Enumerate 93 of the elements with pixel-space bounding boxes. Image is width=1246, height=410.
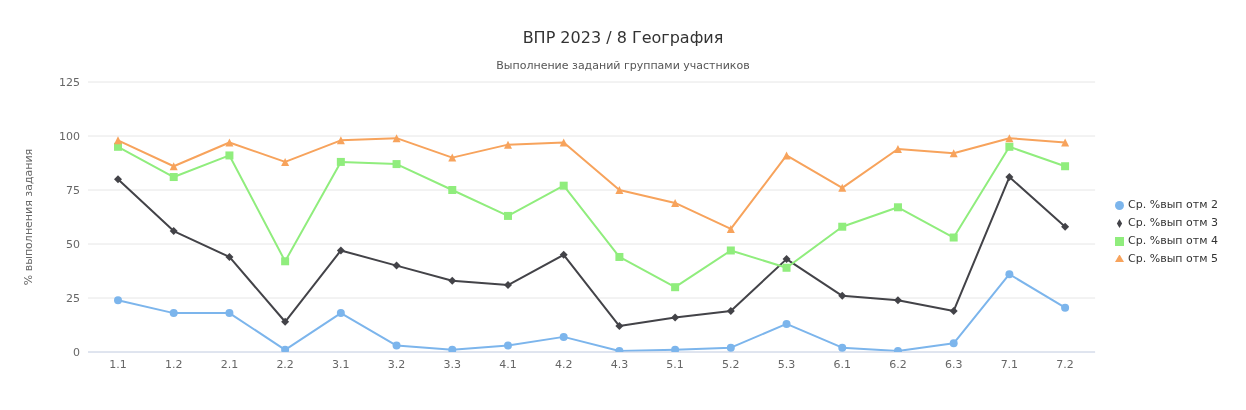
x-tick-label: 5.1 bbox=[666, 357, 684, 371]
point bbox=[448, 345, 457, 352]
point bbox=[838, 183, 847, 192]
y-tick-label: 125 bbox=[59, 75, 80, 89]
chart-title: ВПР 2023 / 8 География bbox=[521, 27, 725, 47]
x-tick-label: 4.1 bbox=[499, 357, 517, 371]
point bbox=[726, 343, 735, 352]
point bbox=[1061, 303, 1070, 312]
x-tick-label: 5.3 bbox=[777, 357, 796, 371]
x-tick-label: 6.2 bbox=[889, 357, 907, 371]
x-tick-label: 6.1 bbox=[833, 357, 851, 371]
x-tick-label: 5.2 bbox=[722, 357, 740, 371]
point bbox=[114, 175, 122, 184]
point bbox=[949, 306, 958, 315]
point bbox=[838, 291, 847, 300]
point bbox=[392, 160, 401, 169]
point bbox=[671, 283, 680, 292]
point bbox=[949, 339, 958, 348]
point bbox=[114, 296, 122, 305]
point bbox=[114, 136, 122, 145]
point bbox=[281, 157, 290, 166]
point bbox=[503, 140, 512, 149]
point bbox=[1005, 134, 1014, 143]
point bbox=[392, 134, 401, 143]
point bbox=[281, 257, 290, 266]
y-tick-label: 100 bbox=[59, 129, 80, 143]
point bbox=[169, 227, 178, 236]
point bbox=[782, 255, 791, 264]
x-tick-label: 7.2 bbox=[1056, 357, 1074, 371]
point bbox=[726, 246, 735, 255]
point bbox=[671, 345, 680, 352]
x-tick-label: 2.1 bbox=[220, 357, 239, 371]
y-tick-label: 0 bbox=[73, 345, 80, 359]
point bbox=[1061, 222, 1070, 231]
point bbox=[782, 263, 791, 272]
x-tick-label: 4.2 bbox=[554, 357, 573, 371]
point bbox=[671, 198, 680, 207]
point bbox=[559, 181, 568, 190]
point bbox=[838, 343, 847, 352]
point bbox=[559, 250, 568, 259]
point bbox=[281, 317, 290, 326]
point bbox=[336, 157, 345, 166]
point bbox=[392, 341, 401, 350]
point bbox=[893, 144, 902, 153]
point bbox=[726, 224, 735, 233]
point bbox=[336, 246, 345, 255]
y-tick-label: 50 bbox=[66, 237, 80, 251]
point bbox=[615, 252, 624, 261]
y-axis-title: % выполнения задания bbox=[21, 148, 35, 286]
legend-label: Ср. %вып отм 3 bbox=[1128, 216, 1218, 229]
point bbox=[615, 322, 624, 331]
point bbox=[838, 222, 847, 231]
x-tick-label: 4.3 bbox=[610, 357, 629, 371]
x-tick-label: 2.2 bbox=[276, 357, 294, 371]
x-tick-label: 1.2 bbox=[164, 357, 183, 371]
legend-label: Ср. %вып отм 5 bbox=[1128, 252, 1218, 265]
point bbox=[336, 309, 345, 318]
point bbox=[169, 309, 178, 318]
point bbox=[1005, 142, 1014, 151]
point bbox=[448, 276, 457, 285]
y-tick-label: 25 bbox=[66, 291, 80, 305]
point bbox=[726, 306, 735, 315]
point bbox=[503, 281, 512, 290]
point bbox=[893, 203, 902, 212]
point bbox=[949, 233, 958, 242]
point bbox=[1005, 270, 1014, 279]
chart-subtitle: Выполнение заданий группами участников bbox=[495, 59, 751, 72]
point bbox=[671, 313, 680, 322]
point bbox=[782, 319, 791, 328]
x-tick-label: 3.1 bbox=[332, 357, 350, 371]
point bbox=[559, 332, 568, 341]
legend-label: Ср. %вып отм 2 bbox=[1128, 198, 1218, 211]
y-tick-label: 75 bbox=[66, 183, 80, 197]
point bbox=[225, 309, 234, 318]
x-tick-label: 6.3 bbox=[944, 357, 963, 371]
point bbox=[225, 151, 234, 160]
point bbox=[281, 345, 290, 352]
point bbox=[503, 211, 512, 220]
point bbox=[1061, 162, 1070, 171]
x-tick-label: 7.1 bbox=[1000, 357, 1019, 371]
point bbox=[448, 153, 457, 162]
point bbox=[169, 173, 178, 182]
x-tick-label: 1.1 bbox=[109, 357, 127, 371]
x-tick-label: 3.3 bbox=[443, 357, 462, 371]
legend-label: Ср. %вып отм 4 bbox=[1128, 234, 1218, 247]
point bbox=[893, 296, 902, 305]
point bbox=[503, 341, 512, 350]
point bbox=[392, 261, 401, 270]
point bbox=[1005, 173, 1014, 182]
point bbox=[448, 186, 457, 194]
point bbox=[225, 252, 234, 261]
x-tick-label: 3.2 bbox=[387, 357, 406, 371]
point bbox=[615, 186, 624, 194]
